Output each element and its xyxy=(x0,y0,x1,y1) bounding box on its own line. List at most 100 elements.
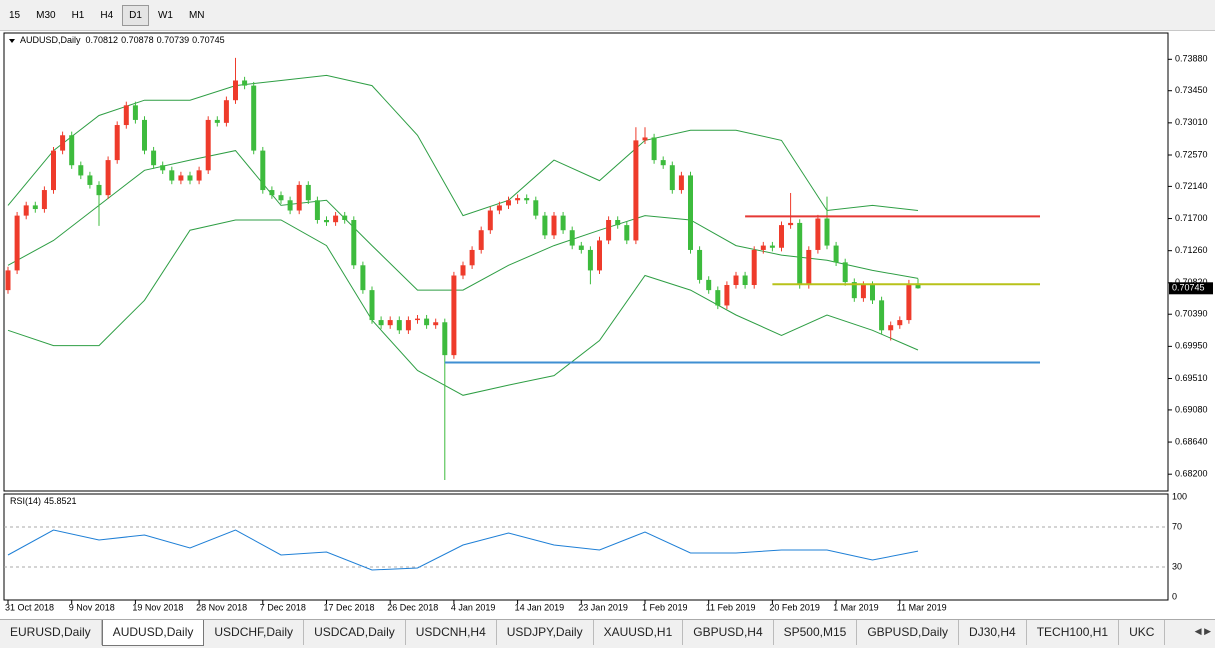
candle-body xyxy=(342,215,348,220)
candle-body xyxy=(333,215,339,223)
rsi-tick-label: 30 xyxy=(1172,561,1182,571)
chart-tab[interactable]: AUDUSD,Daily xyxy=(101,620,205,646)
bollinger-lower xyxy=(7,219,919,396)
chart-tab[interactable]: SP500,M15 xyxy=(774,620,858,645)
chart-tab[interactable]: DJ30,H4 xyxy=(959,620,1027,645)
timeframe-button[interactable]: W1 xyxy=(157,9,173,21)
bollinger-middle xyxy=(7,150,919,291)
chart-header: AUDUSD,Daily 0.70812 0.70878 0.70739 0.70745 xyxy=(20,35,225,45)
y-tick-label: 0.70390 xyxy=(1175,309,1208,319)
candle-body xyxy=(779,225,784,248)
x-tick-label: 11 Feb 2019 xyxy=(706,602,756,612)
candle-body xyxy=(769,245,775,248)
candle-body xyxy=(314,200,320,220)
chart-tab[interactable]: TECH100,H1 xyxy=(1027,620,1120,645)
x-tick-label: 11 Mar 2019 xyxy=(897,602,947,612)
candle-body xyxy=(715,290,721,306)
candle-body xyxy=(378,320,384,326)
timeframe-button[interactable]: D1 xyxy=(122,4,149,26)
candle-body xyxy=(578,245,584,250)
chart-tab[interactable]: UKC xyxy=(1119,620,1166,645)
candle-body xyxy=(269,190,275,196)
candle-body xyxy=(678,175,684,191)
candle-body xyxy=(223,100,229,123)
timeframe-button[interactable]: 15 xyxy=(9,9,21,21)
candle-body xyxy=(506,200,511,206)
candle-body xyxy=(469,249,475,266)
x-tick-label: 7 Dec 2018 xyxy=(260,602,306,612)
candle-body xyxy=(888,325,894,331)
timeframe-button[interactable]: MN xyxy=(188,9,205,21)
candle-body xyxy=(23,205,29,216)
candle-body xyxy=(14,215,20,271)
chart-tab[interactable]: USDCHF,Daily xyxy=(204,620,305,645)
timeframe-button[interactable]: H4 xyxy=(100,9,114,21)
candle-body xyxy=(915,283,921,289)
x-tick-label: 4 Jan 2019 xyxy=(451,602,496,612)
candle-body xyxy=(515,198,521,201)
candle-body xyxy=(788,222,794,226)
candle-body xyxy=(842,262,848,283)
candle-body xyxy=(860,285,866,299)
candle-body xyxy=(114,125,120,161)
tab-scroll-arrows[interactable]: ◀ ▶ xyxy=(1194,626,1211,636)
candle-body xyxy=(806,249,812,286)
candle-body xyxy=(833,245,839,263)
chart-tab[interactable]: USDCNH,H4 xyxy=(406,620,497,645)
symbol: AUDUSD,Daily xyxy=(20,35,81,45)
x-tick-label: 9 Nov 2018 xyxy=(69,602,115,612)
candle-body xyxy=(870,285,875,301)
candle-body xyxy=(96,184,102,196)
candle-body xyxy=(433,322,439,326)
x-tick-label: 1 Mar 2019 xyxy=(833,602,879,612)
chart-tab[interactable]: USDJPY,Daily xyxy=(497,620,594,645)
x-tick-label: 26 Dec 2018 xyxy=(387,602,438,612)
header-high: 0.70878 xyxy=(121,35,154,45)
candle-body xyxy=(69,135,75,166)
chart-tab[interactable]: USDCAD,Daily xyxy=(304,620,406,645)
candle-body xyxy=(324,219,329,223)
rsi-tick-label: 100 xyxy=(1172,491,1187,501)
header-low: 0.70739 xyxy=(157,35,190,45)
candle-body xyxy=(660,160,666,166)
candle-body xyxy=(524,198,530,201)
candle-body xyxy=(606,219,612,241)
candle-body xyxy=(879,300,885,331)
chart-tab[interactable]: XAUUSD,H1 xyxy=(594,620,684,645)
candle-body xyxy=(496,205,502,211)
candle-body xyxy=(615,219,621,226)
candle-body xyxy=(178,175,184,181)
menu-triangle xyxy=(9,39,15,43)
y-tick-label: 0.69950 xyxy=(1175,341,1208,351)
x-tick-label: 19 Nov 2018 xyxy=(132,602,183,612)
timeframe-button[interactable]: H1 xyxy=(71,9,85,21)
candle-body xyxy=(251,85,257,151)
chart-tab[interactable]: GBPUSD,Daily xyxy=(857,620,960,645)
chart-tab[interactable]: GBPUSD,H4 xyxy=(683,620,774,645)
timeframe-button[interactable]: M30 xyxy=(36,9,56,21)
candle-body xyxy=(87,175,93,185)
candle-body xyxy=(405,320,411,331)
candle-body xyxy=(642,137,648,141)
x-tick-label: 23 Jan 2019 xyxy=(578,602,628,612)
candle-body xyxy=(415,318,420,321)
candle-body xyxy=(305,184,311,201)
candle-body xyxy=(824,218,830,246)
price-box xyxy=(1169,282,1213,295)
candle-body xyxy=(205,119,211,171)
candle-body xyxy=(733,275,739,286)
candle-body xyxy=(624,225,630,241)
candle-body xyxy=(751,249,757,286)
y-tick-label: 0.68200 xyxy=(1175,469,1208,479)
candle-body xyxy=(551,215,557,236)
candle-body xyxy=(897,320,903,326)
candle-body xyxy=(360,265,366,291)
y-tick-label: 0.72570 xyxy=(1175,149,1208,159)
rsi-title: RSI(14) xyxy=(10,496,41,506)
candle-body xyxy=(32,205,38,210)
candle-body xyxy=(451,275,457,356)
candle-body xyxy=(542,215,548,236)
candle-body xyxy=(41,190,47,210)
candle-body xyxy=(742,275,748,286)
chart-tab[interactable]: EURUSD,Daily xyxy=(0,620,102,645)
